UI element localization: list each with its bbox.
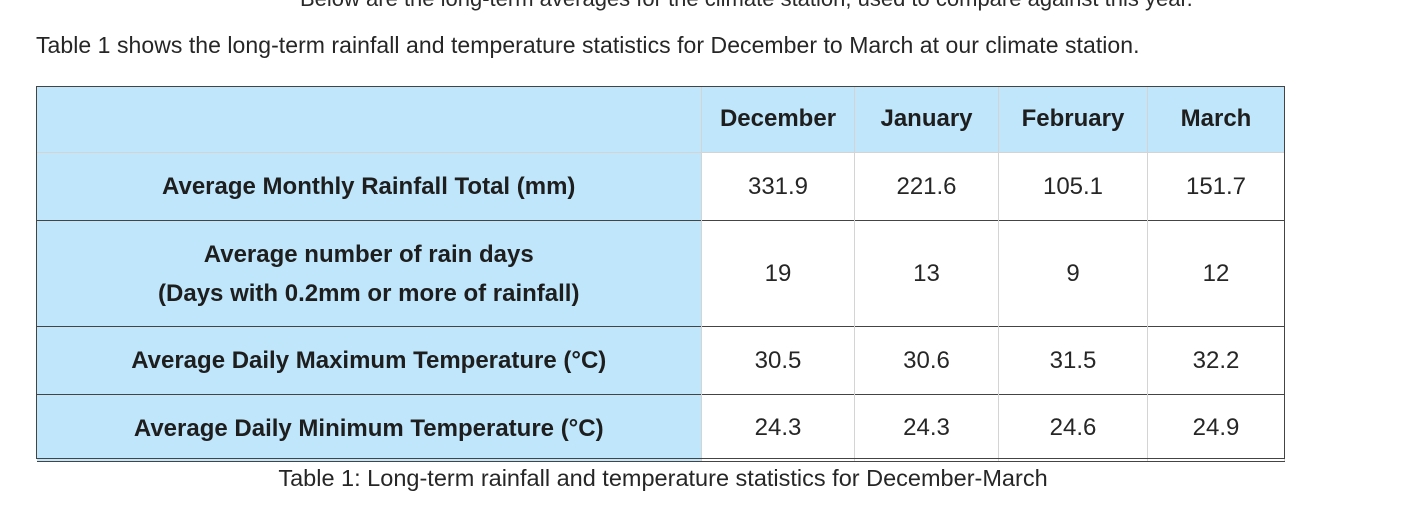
table-row: Average Monthly Rainfall Total (mm) 331.… [36, 152, 1285, 221]
column-header-january: January [854, 86, 999, 153]
table-cell: 31.5 [998, 326, 1148, 395]
table-cell: 24.6 [998, 394, 1148, 462]
cut-off-text-line: Below are the long-term averages for the… [300, 0, 1193, 12]
row-label-text: Average Monthly Rainfall Total (mm) [162, 173, 576, 200]
column-header-february: February [998, 86, 1148, 153]
row-label-text: Average Daily Minimum Temperature (°C) [133, 414, 604, 442]
table-cell: 105.1 [998, 152, 1148, 221]
table-cell: 331.9 [701, 152, 855, 221]
table-cell: 19 [701, 220, 855, 327]
table-cell: 221.6 [854, 152, 999, 221]
table-cell: 9 [998, 220, 1148, 327]
table-cell: 30.6 [854, 326, 999, 395]
table-cell: 24.3 [854, 394, 999, 462]
row-label-min-temperature: Average Daily Minimum Temperature (°C) [36, 394, 702, 462]
table-caption: Table 1: Long-term rainfall and temperat… [278, 465, 1048, 491]
column-header-march: March [1147, 86, 1285, 153]
row-label-max-temperature: Average Daily Maximum Temperature (°C) [36, 326, 702, 395]
table-cell: 151.7 [1147, 152, 1285, 221]
intro-paragraph: Table 1 shows the long-term rainfall and… [36, 32, 1140, 58]
row-label-text: Average number of rain days [203, 240, 534, 268]
column-header-december: December [701, 86, 855, 153]
table-cell: 24.9 [1147, 394, 1285, 462]
row-label-rain-days: Average number of rain days (Days with 0… [36, 220, 702, 327]
table-cell: 12 [1147, 220, 1285, 327]
table-header-row: December January February March [36, 86, 1285, 153]
header-corner-cell [36, 86, 702, 153]
climate-statistics-table: December January February March Average … [36, 86, 1285, 462]
table-cell: 30.5 [701, 326, 855, 395]
row-label-subtext: (Days with 0.2mm or more of rainfall) [158, 279, 580, 307]
table-row: Average Daily Minimum Temperature (°C) 2… [36, 394, 1285, 462]
table-cell: 24.3 [701, 394, 855, 462]
table-row: Average number of rain days (Days with 0… [36, 220, 1285, 327]
row-label-rainfall-total: Average Monthly Rainfall Total (mm) [36, 152, 702, 221]
table-row: Average Daily Maximum Temperature (°C) 3… [36, 326, 1285, 395]
table-cell: 32.2 [1147, 326, 1285, 395]
table-cell: 13 [854, 220, 999, 327]
row-label-text: Average Daily Maximum Temperature (°C) [131, 347, 607, 374]
